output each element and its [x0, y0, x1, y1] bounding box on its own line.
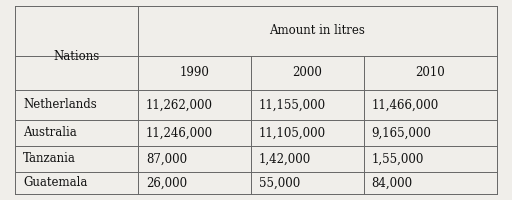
Text: 55,000: 55,000	[259, 176, 300, 190]
Text: 2000: 2000	[292, 66, 322, 79]
Text: Tanzania: Tanzania	[23, 152, 76, 166]
Text: Guatemala: Guatemala	[23, 176, 88, 190]
Text: 84,000: 84,000	[371, 176, 412, 190]
Text: 11,246,000: 11,246,000	[146, 127, 213, 140]
Text: Nations: Nations	[54, 49, 100, 62]
Text: 1,42,000: 1,42,000	[259, 152, 311, 166]
Text: 87,000: 87,000	[146, 152, 187, 166]
Text: 9,165,000: 9,165,000	[371, 127, 431, 140]
Text: Australia: Australia	[23, 127, 77, 140]
Text: 26,000: 26,000	[146, 176, 187, 190]
Text: 1,55,000: 1,55,000	[371, 152, 423, 166]
Text: 11,105,000: 11,105,000	[259, 127, 326, 140]
Text: 1990: 1990	[180, 66, 209, 79]
Text: 11,262,000: 11,262,000	[146, 98, 213, 112]
Text: 11,466,000: 11,466,000	[371, 98, 438, 112]
Text: Amount in litres: Amount in litres	[269, 24, 366, 38]
Text: Netherlands: Netherlands	[23, 98, 97, 112]
Text: 2010: 2010	[415, 66, 445, 79]
Text: 11,155,000: 11,155,000	[259, 98, 326, 112]
